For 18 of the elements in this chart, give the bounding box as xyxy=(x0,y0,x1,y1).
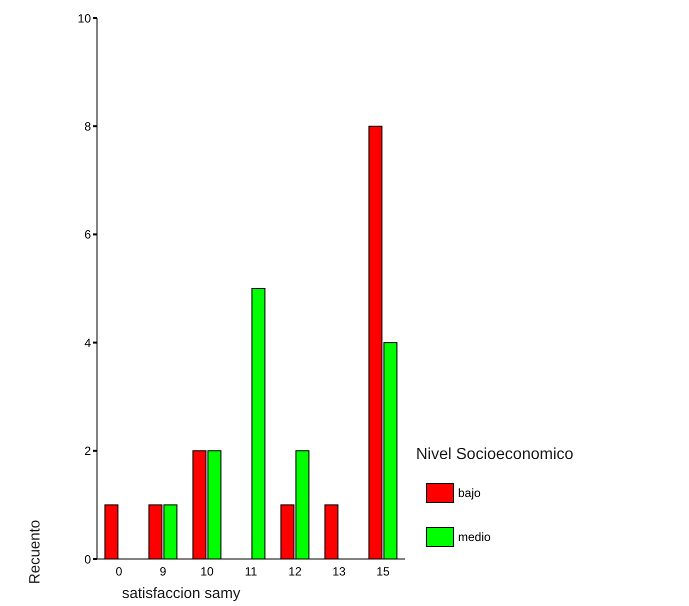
x-tick-label: 15 xyxy=(376,564,390,579)
x-axis-title: satisfaccion samy xyxy=(122,585,240,602)
y-tick-label: 2 xyxy=(84,444,92,458)
x-tick-label: 12 xyxy=(288,564,302,579)
y-tick-label: 8 xyxy=(84,119,92,134)
y-tick-label: 10 xyxy=(78,11,92,26)
legend-label: medio xyxy=(458,530,491,544)
x-tick-label: 13 xyxy=(332,564,346,579)
x-tick-label: 9 xyxy=(160,564,167,579)
x-tick-label: 10 xyxy=(200,564,214,579)
x-tick-label: 11 xyxy=(244,564,258,579)
y-tick-label: 4 xyxy=(84,336,92,350)
legend-label: bajo xyxy=(458,486,481,500)
y-axis-title: Recuento xyxy=(26,520,44,584)
y-tick-label: 6 xyxy=(84,228,92,242)
y-tick-label: 0 xyxy=(84,552,92,566)
legend-title: Nivel Socioeconomico xyxy=(416,446,574,464)
x-tick-label: 0 xyxy=(116,564,123,579)
